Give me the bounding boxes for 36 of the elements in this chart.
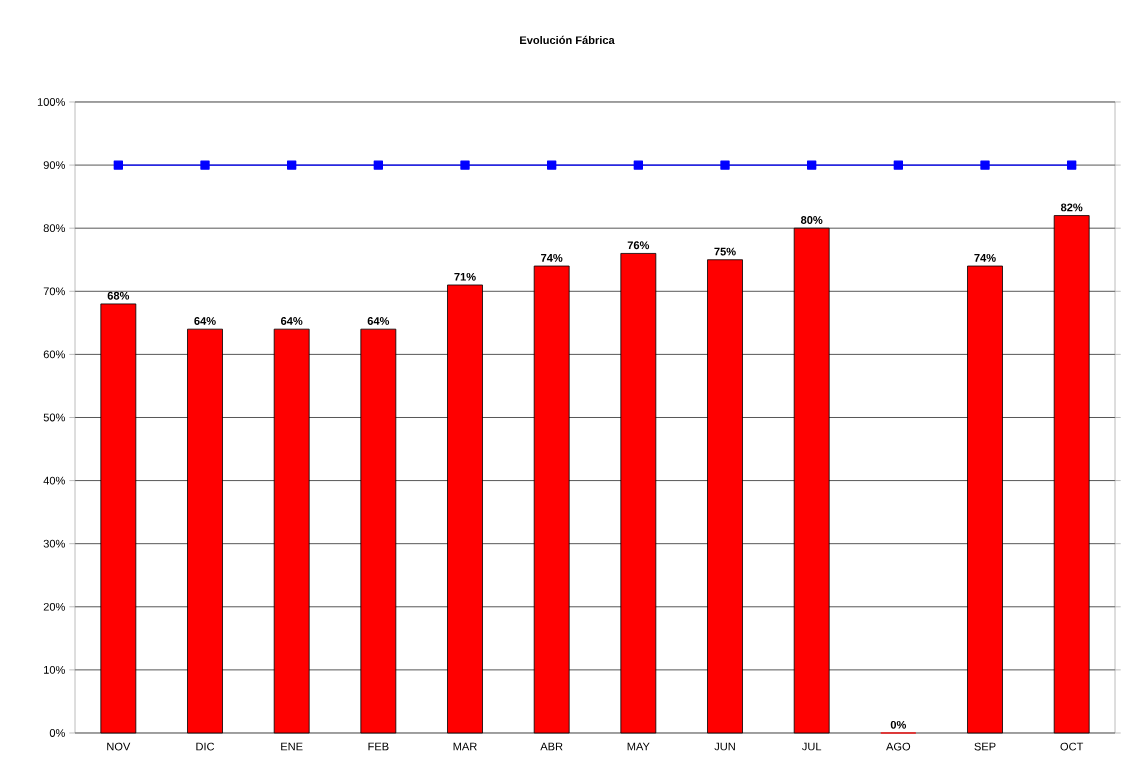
x-tick-label: OCT [1060,742,1084,751]
y-tick-label: 100% [37,98,65,106]
data-label: 0% [890,720,907,729]
x-tick-label: MAY [627,742,650,751]
x-tick-label: DIC [196,742,215,751]
data-label: 80% [800,216,823,224]
x-tick-label: MAR [453,742,477,751]
x-tick-label: SEP [974,742,996,751]
data-label: 68% [107,291,130,300]
y-tick-label: 10% [44,665,65,674]
y-tick-label: 80% [43,224,65,233]
data-label: 75% [714,247,736,256]
data-label: 74% [974,254,996,262]
data-label: 71% [454,272,476,281]
x-tick-label: NOV [107,742,131,751]
y-tick-label: 0% [49,729,65,737]
x-tick-label: AGO [886,742,911,751]
y-tick-label: 60% [43,350,65,359]
data-label: 64% [194,317,216,325]
x-tick-label: JUN [714,742,735,751]
chart-title: Evolución Fábrica [520,35,615,45]
data-label: 64% [281,317,303,325]
data-label: 76% [627,241,650,250]
x-tick-label: ENE [281,742,303,751]
x-tick-label: JUL [802,742,822,751]
y-tick-label: 40% [43,476,65,485]
x-tick-label: ABR [540,742,563,751]
y-tick-label: 90% [43,161,65,169]
data-label: 74% [541,254,563,262]
data-label: 64% [367,317,390,325]
y-tick-label: 20% [43,602,65,611]
x-tick-label: FEB [368,742,389,751]
y-tick-label: 70% [43,287,65,296]
y-tick-label: 30% [43,539,65,548]
data-label: 82% [1060,203,1083,212]
y-tick-label: 50% [43,413,65,422]
